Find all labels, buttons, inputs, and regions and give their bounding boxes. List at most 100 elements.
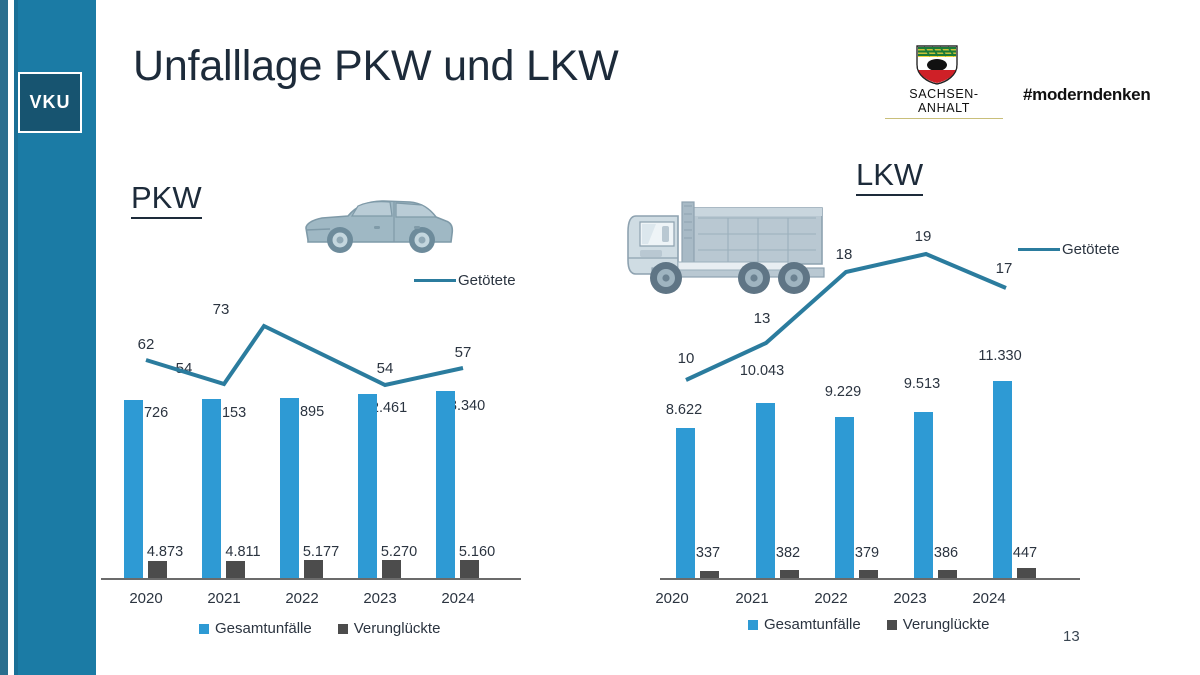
bar-total-pkw-2022: [280, 398, 299, 580]
legend-lkw: Gesamtunfälle Verunglückte: [748, 616, 989, 633]
bar-injured-pkw-2022: [304, 560, 323, 580]
legend-pkw: Gesamtunfälle Verunglückte: [199, 620, 440, 637]
bar-total-lkw-2022: [835, 417, 854, 580]
legend-swatch-total-icon: [199, 623, 209, 634]
bar-total-pkw-2023: [358, 394, 377, 580]
bar-total-lkw-2021: [756, 403, 775, 580]
xtick-pkw-2023: 2023: [363, 590, 397, 607]
legend-label-total: Gesamtunfälle: [764, 616, 861, 633]
bar-label-total-lkw-2021: 10.043: [739, 363, 785, 379]
bar-label-total-lkw-2020: 8.622: [665, 402, 703, 418]
bar-label-injured-pkw-2024: 5.160: [458, 544, 496, 560]
line-label-lkw-2022: 18: [835, 246, 853, 263]
legend-label-total: Gesamtunfälle: [215, 620, 312, 637]
line-series-getoetete-pkw: [145, 323, 464, 388]
line-label-lkw-2024: 17: [995, 260, 1013, 277]
x-axis-pkw: [101, 578, 521, 580]
xtick-pkw-2022: 2022: [285, 590, 319, 607]
bar-total-lkw-2020: [676, 428, 695, 580]
bar-label-injured-pkw-2020: 4.873: [146, 544, 184, 560]
bar-injured-pkw-2024: [460, 560, 479, 580]
bar-injured-pkw-2023: [382, 560, 401, 580]
bar-label-injured-lkw-2022: 379: [854, 545, 880, 561]
line-label-pkw-2023: 54: [376, 360, 394, 377]
vku-badge: VKU: [18, 72, 82, 133]
line-label-pkw-2022: 73: [212, 301, 230, 318]
legend-line-label: Getötete: [458, 272, 516, 289]
logo-hashtag: #moderndenken: [1023, 85, 1151, 104]
legend-swatch-total-icon: [748, 619, 758, 630]
sidebar-outer-strip: [0, 0, 8, 675]
legend-line-pkw: Getötete: [414, 272, 516, 289]
chart-panel-lkw: LKW: [627, 0, 1200, 675]
car-sedan-icon: [305, 200, 454, 253]
legend-item-gesamtunfaelle-lkw: Gesamtunfälle: [748, 616, 861, 633]
legend-swatch-injured-icon: [337, 623, 348, 634]
bar-label-injured-pkw-2022: 5.177: [302, 544, 340, 560]
bar-label-injured-pkw-2021: 4.811: [225, 544, 261, 560]
bar-total-lkw-2023: [914, 412, 933, 580]
logo-state-label: SACHSEN-ANHALT: [885, 87, 1003, 119]
x-axis-lkw: [660, 578, 1080, 580]
line-label-lkw-2023: 19: [914, 228, 932, 245]
xtick-lkw-2024: 2024: [972, 590, 1006, 607]
bar-label-injured-lkw-2023: 386: [933, 545, 959, 561]
bar-label-total-pkw-2022: 60.895: [279, 404, 325, 420]
line-label-pkw-2024: 57: [454, 344, 472, 361]
page-number: 13: [1063, 628, 1080, 645]
bar-total-lkw-2024: [993, 381, 1012, 580]
bar-total-pkw-2020: [124, 400, 143, 580]
xtick-pkw-2024: 2024: [441, 590, 475, 607]
brand-logo: SACHSEN-ANHALT #moderndenken: [885, 45, 1151, 119]
legend-label-injured: Verunglückte: [902, 616, 990, 633]
legend-line-label: Getötete: [1062, 241, 1120, 258]
legend-swatch-injured-icon: [886, 619, 897, 630]
xtick-pkw-2021: 2021: [207, 590, 241, 607]
legend-item-verungluekte-pkw: Verunglückte: [337, 620, 441, 637]
xtick-lkw-2022: 2022: [814, 590, 848, 607]
line-label-lkw-2021: 13: [753, 310, 771, 327]
bar-injured-lkw-2021: [780, 570, 799, 580]
xtick-lkw-2021: 2021: [735, 590, 769, 607]
bar-label-total-pkw-2021: 60.153: [201, 405, 247, 421]
chart-title-pkw: PKW: [131, 180, 202, 219]
page-title: Unfalllage PKW und LKW: [133, 42, 619, 90]
bar-label-total-lkw-2024: 11.330: [978, 348, 1022, 364]
bar-injured-pkw-2020: [148, 561, 167, 580]
bar-injured-lkw-2024: [1017, 568, 1036, 580]
bar-total-pkw-2021: [202, 399, 221, 580]
bar-label-injured-lkw-2020: 337: [695, 545, 721, 561]
legend-item-gesamtunfaelle-pkw: Gesamtunfälle: [199, 620, 312, 637]
bar-total-pkw-2024: [436, 391, 455, 580]
left-sidebar: VKU: [0, 0, 96, 675]
legend-line-swatch: [1018, 248, 1060, 251]
legend-item-verungluekte-lkw: Verunglückte: [886, 616, 990, 633]
xtick-pkw-2020: 2020: [129, 590, 163, 607]
legend-line-swatch: [414, 279, 456, 282]
line-series-getoetete-lkw: [685, 251, 1007, 382]
bar-label-injured-lkw-2021: 382: [775, 545, 801, 561]
sachsen-anhalt-coat-of-arms-icon: [916, 45, 958, 85]
xtick-lkw-2023: 2023: [893, 590, 927, 607]
plot-area-pkw: 73 62 54 54 57 59.726 60.153 60.895 62.4…: [101, 300, 526, 580]
bar-injured-lkw-2023: [938, 570, 957, 580]
chart-title-lkw: LKW: [856, 157, 924, 196]
line-label-pkw-2020: 62: [137, 336, 155, 353]
vku-badge-label: VKU: [29, 92, 71, 112]
sidebar-band-edge: [14, 0, 18, 675]
chart-panel-pkw: PKW Getötete 73 62 54: [96, 0, 636, 675]
line-label-lkw-2020: 10: [677, 350, 695, 367]
bar-label-total-pkw-2020: 59.726: [123, 405, 169, 421]
legend-line-lkw: Getötete: [1018, 241, 1120, 258]
bar-label-injured-lkw-2024: 447: [1012, 545, 1038, 561]
plot-area-lkw: 10 13 18 19 17 8.622 10.043 9.229 9.513 …: [660, 228, 1090, 580]
bar-injured-pkw-2021: [226, 561, 245, 580]
xtick-lkw-2020: 2020: [655, 590, 689, 607]
bar-label-injured-pkw-2023: 5.270: [380, 544, 418, 560]
bar-label-total-lkw-2023: 9.513: [903, 376, 941, 392]
legend-label-injured: Verunglückte: [353, 620, 441, 637]
bar-injured-lkw-2022: [859, 570, 878, 580]
sidebar-gap: [8, 0, 14, 675]
bar-injured-lkw-2020: [700, 571, 719, 580]
